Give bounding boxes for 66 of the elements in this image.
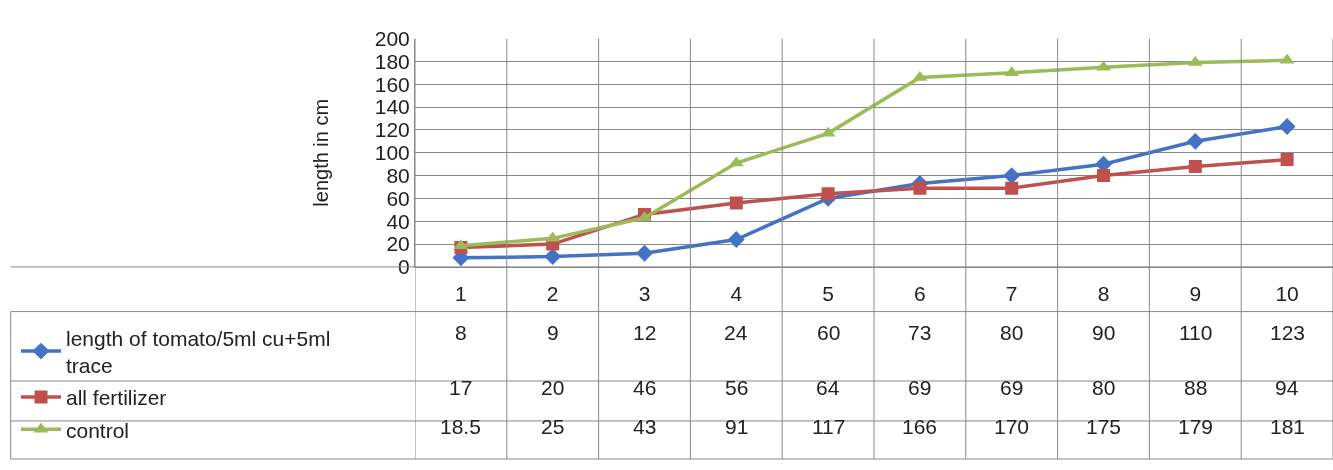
data-label: 175 (1086, 415, 1122, 438)
point (1186, 132, 1204, 150)
data-label: 110 (1179, 321, 1213, 344)
y-tick-label: 100 (374, 141, 410, 165)
data-label: 117 (812, 415, 846, 438)
y-tick-label: 60 (386, 186, 410, 210)
data-label: 166 (902, 415, 938, 438)
data-label: 80 (1092, 376, 1116, 399)
data-label: 56 (725, 376, 749, 399)
data-label: 8 (455, 321, 467, 344)
x-tick-label: 1 (455, 282, 467, 306)
data-label: 91 (725, 415, 749, 438)
point (544, 248, 562, 266)
data-label: 46 (633, 376, 657, 399)
y-tick-label: 160 (374, 72, 410, 96)
point (727, 231, 745, 248)
x-tick-label: 3 (638, 282, 651, 306)
data-label: 94 (1275, 376, 1299, 399)
x-tick-label: 7 (1005, 282, 1018, 306)
data-label: 181 (1270, 415, 1306, 438)
point (1005, 181, 1019, 195)
x-tick-label: 10 (1275, 282, 1299, 306)
data-label: 20 (541, 376, 565, 399)
y-axis-title: length in cm (310, 98, 333, 207)
data-label: 170 (994, 415, 1030, 438)
point (1188, 159, 1202, 173)
data-label: 88 (1184, 376, 1208, 399)
data-label: 123 (1270, 321, 1306, 344)
data-label: 69 (1000, 376, 1024, 399)
point (1278, 118, 1296, 135)
x-tick-label: 5 (822, 282, 834, 306)
point (636, 244, 653, 262)
data-label: 17 (449, 376, 473, 399)
data-label: 90 (1092, 321, 1116, 344)
y-tick-label: 80 (386, 163, 410, 187)
data-label: 18.5 (440, 415, 481, 438)
point (729, 196, 743, 210)
y-tick-label: 120 (374, 118, 410, 142)
point (1097, 169, 1110, 183)
data-label: 9 (547, 321, 559, 344)
data-label: 12 (633, 321, 657, 344)
point (821, 187, 835, 201)
x-tick-label: 2 (546, 282, 559, 306)
y-tick-label: 140 (374, 95, 410, 119)
data-label: 64 (816, 376, 840, 399)
data-label: 80 (1000, 321, 1024, 344)
legend-label: all fertilizer (66, 386, 167, 410)
data-label: 25 (541, 415, 565, 438)
y-tick-label: 180 (374, 49, 410, 73)
point (913, 181, 927, 195)
y-tick-label: 0 (398, 255, 410, 279)
data-label: 73 (908, 321, 932, 344)
y-tick-label: 20 (386, 232, 410, 256)
data-label: 69 (908, 376, 932, 399)
y-tick-label: 40 (386, 209, 410, 233)
data-label: 43 (633, 415, 657, 438)
point (1280, 153, 1294, 167)
x-tick-label: 8 (1097, 282, 1110, 306)
x-tick-label: 6 (914, 282, 926, 306)
y-tick-label: 200 (374, 26, 410, 50)
data-label: 179 (1178, 415, 1214, 438)
x-tick-label: 4 (730, 282, 743, 306)
data-label: 24 (724, 321, 748, 344)
legend-label: control (66, 418, 130, 442)
x-tick-label: 9 (1189, 282, 1202, 306)
data-label: 60 (817, 321, 841, 344)
